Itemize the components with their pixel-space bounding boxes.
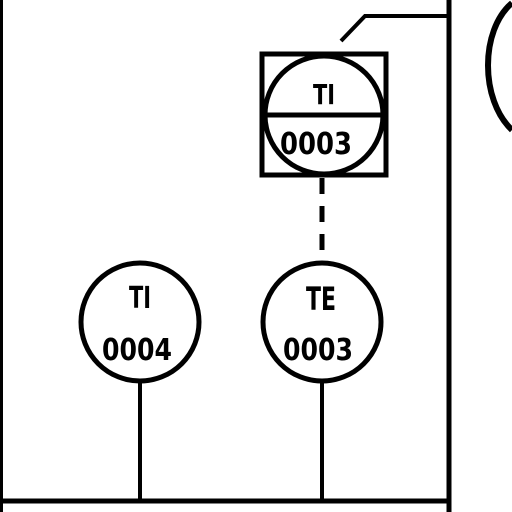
instrument-ti-0003[interactable]: TI 0003 (259, 51, 389, 178)
instrument-ti-0004[interactable]: TI 0004 (78, 260, 202, 384)
instrument-number-label: 0003 (283, 333, 353, 368)
instrument-function-label: TE (306, 280, 336, 318)
leader-line (339, 14, 447, 43)
instrument-function-label: TI (313, 78, 335, 111)
instrument-function-label: TI (129, 281, 151, 316)
vessel-arc (485, 0, 512, 133)
instrument-number-label: 0003 (280, 127, 352, 162)
instrument-number-label: 0004 (102, 333, 172, 368)
instrument-te-0003[interactable]: TE 0003 (260, 260, 384, 384)
